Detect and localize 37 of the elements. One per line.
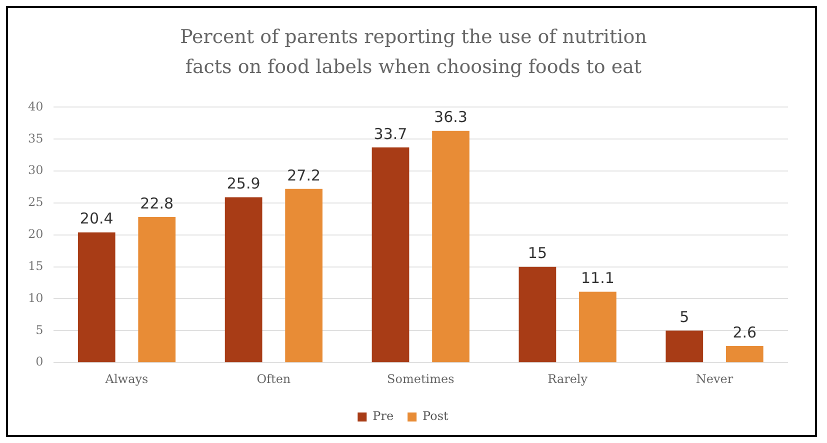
y-tick-label: 30 — [28, 163, 44, 178]
bar — [224, 197, 262, 362]
y-tick-label: 0 — [36, 354, 44, 369]
y-tick-label: 35 — [28, 131, 44, 146]
data-label: 33.7 — [374, 124, 408, 143]
bar — [372, 147, 410, 362]
legend-label: Post — [422, 409, 449, 424]
x-tick-label: Never — [696, 372, 734, 386]
data-label: 2.6 — [732, 323, 757, 342]
x-tick-label: Rarely — [548, 372, 588, 386]
y-tick-label: 10 — [28, 290, 44, 305]
bar — [285, 188, 322, 362]
data-label: 5 — [680, 308, 690, 326]
chart-title: Percent of parents reporting the use of nutrition facts on food labels when choosing foods to eat — [179, 25, 648, 80]
y-tick-label: 25 — [28, 195, 44, 210]
data-label: 11.1 — [581, 269, 614, 288]
x-tick-label: Always — [104, 372, 148, 386]
legend-label: Pre — [372, 409, 394, 424]
x-tick-label: Sometimes — [387, 372, 454, 386]
y-tick-label: 40 — [28, 99, 44, 114]
bar — [78, 232, 116, 362]
bar — [726, 346, 764, 362]
bar — [138, 217, 176, 362]
y-tick-label: 20 — [28, 227, 44, 242]
data-label: 15 — [528, 244, 548, 262]
bar — [432, 130, 470, 362]
data-label: 22.8 — [140, 194, 174, 212]
bar — [666, 330, 704, 362]
y-tick-label: 5 — [36, 322, 44, 337]
data-label: 36.3 — [434, 108, 468, 126]
x-tick-label: Often — [256, 372, 291, 386]
y-tick-label: 15 — [28, 258, 44, 273]
data-label: 27.2 — [287, 166, 321, 184]
bar — [518, 266, 556, 362]
data-label: 25.9 — [226, 174, 260, 193]
bar — [579, 292, 616, 362]
data-label: 20.4 — [80, 210, 114, 228]
